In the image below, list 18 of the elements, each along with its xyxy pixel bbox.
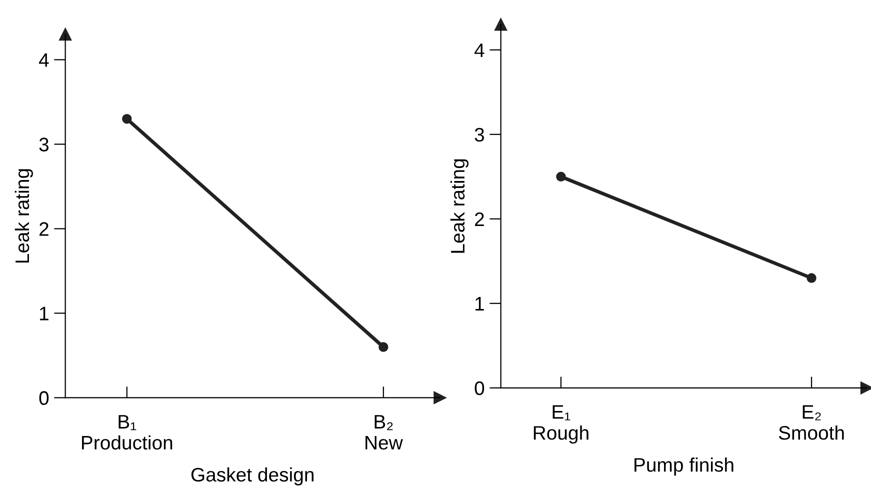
- y-tick-label: 1: [40, 306, 48, 320]
- y-tick-label: 2: [40, 222, 48, 236]
- y-tick-label: 1: [476, 297, 484, 310]
- y-axis-title: Leak rating: [14, 169, 33, 263]
- y-tick-label: 4: [474, 44, 484, 57]
- y-axis-title: Leak rating: [450, 159, 468, 253]
- y-tick-label: 0: [474, 381, 484, 396]
- x-tick-label: B₁ Production: [82, 415, 172, 450]
- y-tick-label: 2: [475, 212, 484, 226]
- x-axis-title: Pump finish: [634, 458, 734, 476]
- y-tick-label: 4: [38, 53, 49, 67]
- x-tick-label: B₂ New: [366, 415, 403, 450]
- x-axis-title: Gasket design: [191, 467, 314, 486]
- x-tick-label: E₁ Rough: [534, 405, 588, 444]
- y-tick-label: 0: [39, 391, 49, 405]
- y-tick-label: 3: [474, 128, 484, 142]
- x-tick-label: E₂ Smooth: [778, 405, 844, 440]
- y-tick-label: 3: [39, 138, 48, 152]
